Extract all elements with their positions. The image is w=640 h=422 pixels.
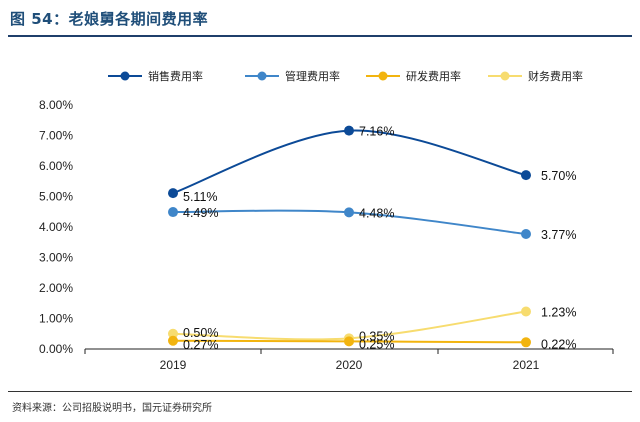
legend-marker (120, 71, 130, 81)
figure-title: 图 54：老娘舅各期间费用率 (10, 10, 209, 28)
legend-marker (378, 71, 388, 81)
legend-label: 销售费用率 (148, 69, 203, 83)
y-tick-label: 1.00% (39, 312, 73, 326)
data-label: 5.11% (183, 190, 218, 204)
y-tick-label: 8.00% (39, 98, 73, 112)
y-tick-label: 6.00% (39, 159, 73, 173)
data-point (168, 335, 178, 346)
y-tick-label: 7.00% (39, 129, 73, 143)
data-label: 7.16% (359, 125, 394, 139)
y-tick-label: 2.00% (39, 281, 73, 295)
data-label: 0.25% (359, 337, 394, 351)
data-point (521, 229, 531, 240)
data-point (344, 336, 354, 347)
data-label: 0.50% (183, 326, 218, 340)
y-tick-label: 5.00% (39, 190, 73, 204)
line-chart: 0.00% 1.00% 2.00% 3.00% 4.00% 5.00% 6.00% 7.00%… (39, 69, 614, 372)
y-tick-label: 3.00% (39, 251, 73, 265)
data-point (344, 207, 354, 218)
data-label: 1.23% (541, 305, 576, 319)
legend-marker (500, 71, 510, 81)
data-point (521, 170, 531, 181)
source-note: 资料来源：公司招股说明书，国元证券研究所 (12, 403, 212, 414)
bottom-rule (8, 391, 632, 392)
data-label: 4.48% (359, 206, 394, 220)
legend-label: 财务费用率 (528, 69, 583, 83)
legend-label: 管理费用率 (285, 69, 340, 83)
data-label: 4.49% (183, 206, 218, 220)
data-point (521, 306, 531, 317)
data-point (168, 207, 178, 218)
data-label: 0.22% (541, 337, 576, 351)
y-tick-label: 4.00% (39, 220, 73, 234)
data-point (344, 125, 354, 136)
legend-label: 研发费用率 (406, 69, 461, 83)
title-rule (8, 35, 632, 37)
x-tick-label: 2021 (513, 358, 540, 372)
data-point (521, 337, 531, 348)
y-tick-label: 0.00% (39, 342, 73, 356)
data-label: 5.70% (541, 169, 576, 183)
data-point (168, 328, 178, 339)
data-label: 0.35% (359, 329, 394, 343)
legend-marker (257, 71, 267, 81)
x-tick-label: 2019 (160, 358, 187, 372)
data-label: 0.27% (183, 338, 218, 352)
data-label: 3.77% (541, 228, 576, 242)
x-tick-label: 2020 (336, 358, 363, 372)
series-line-0 (172, 129, 527, 195)
data-point (168, 188, 178, 199)
